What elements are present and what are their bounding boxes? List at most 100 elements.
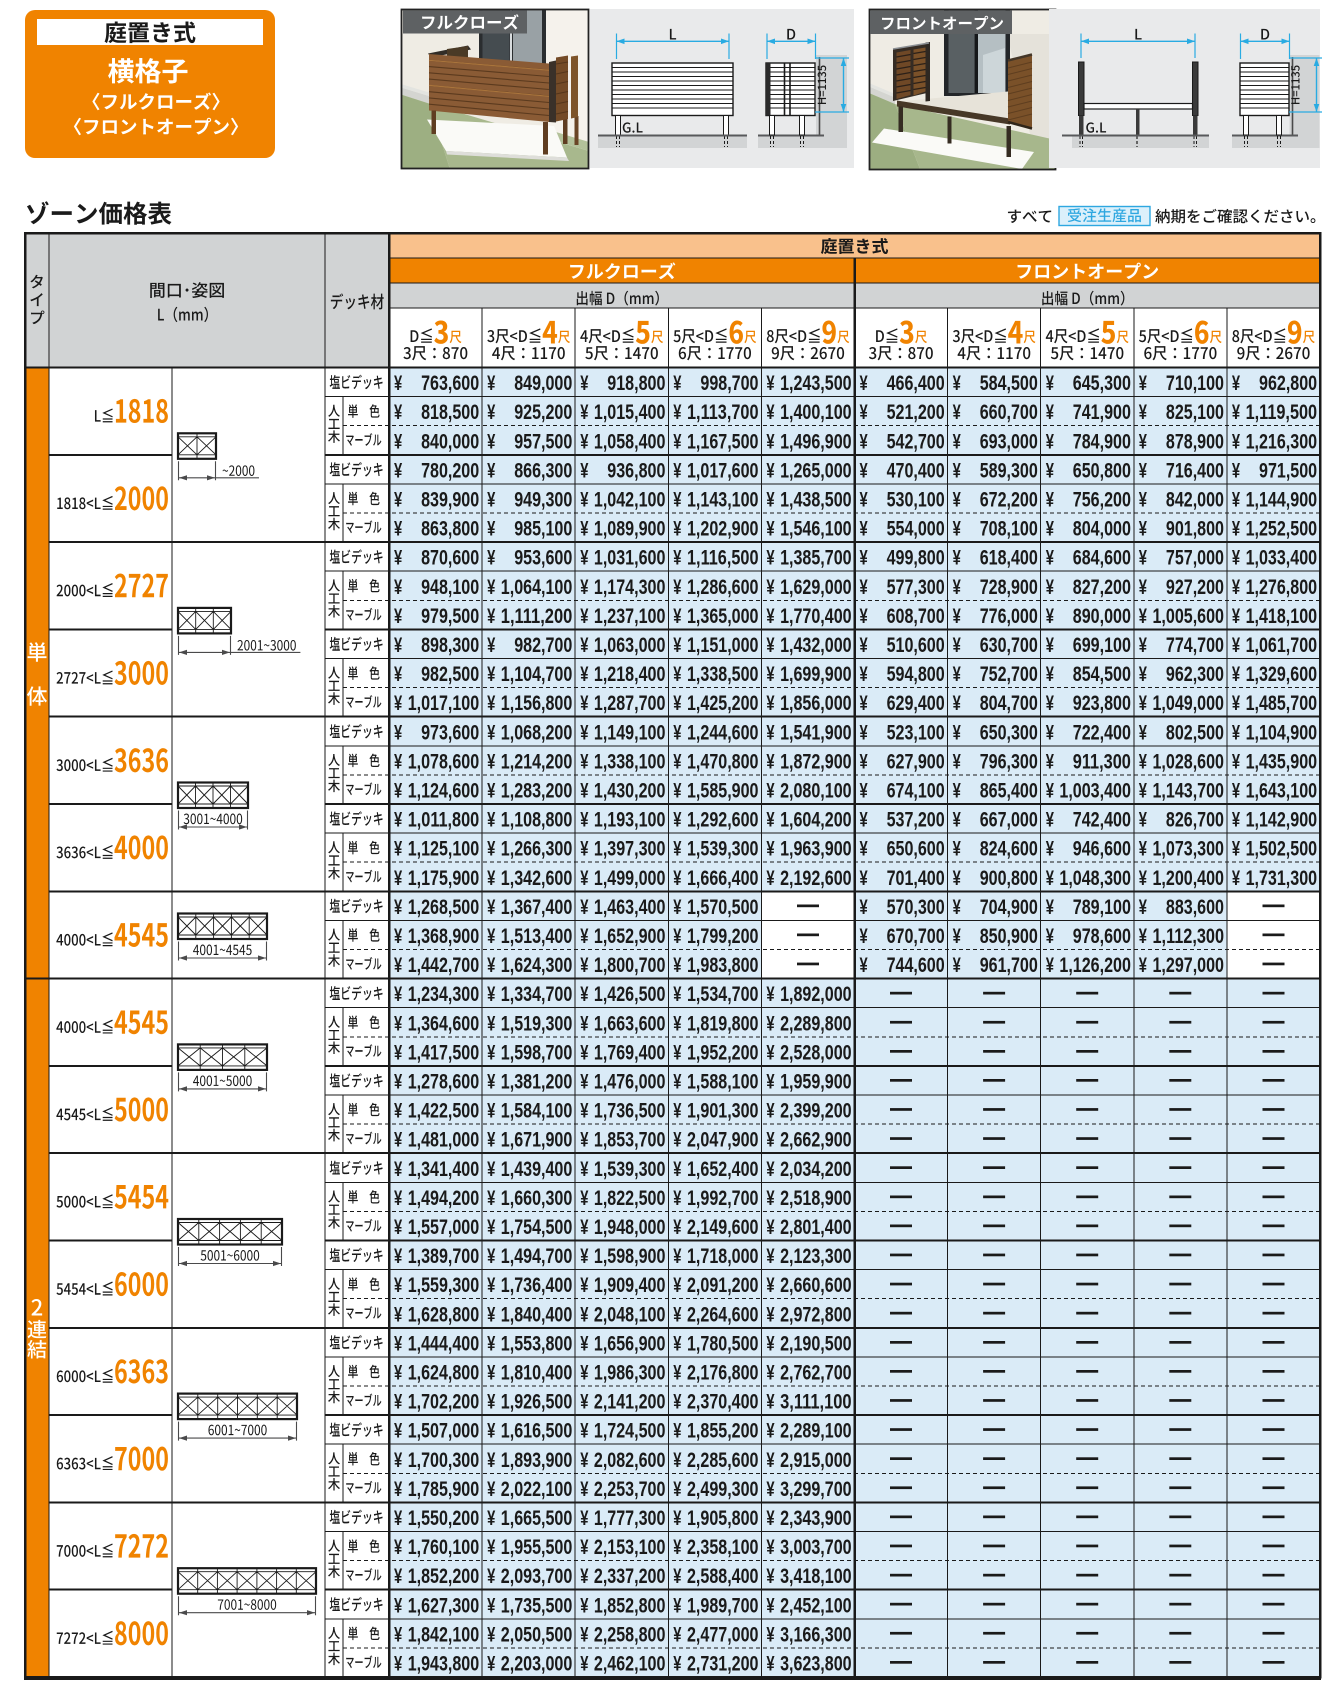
svg-text:¥: ¥ bbox=[766, 1623, 774, 1646]
svg-text:¥: ¥ bbox=[580, 401, 588, 424]
svg-text:¥: ¥ bbox=[673, 518, 681, 541]
svg-text:1,156,800: 1,156,800 bbox=[501, 692, 573, 715]
svg-text:1,660,300: 1,660,300 bbox=[501, 1187, 573, 1210]
svg-text:¥: ¥ bbox=[766, 1653, 774, 1676]
svg-text:¥: ¥ bbox=[1232, 518, 1240, 541]
svg-text:¥: ¥ bbox=[394, 634, 402, 657]
svg-text:1,735,500: 1,735,500 bbox=[501, 1594, 573, 1617]
svg-text:¥: ¥ bbox=[860, 634, 868, 657]
svg-text:¥: ¥ bbox=[766, 1216, 774, 1239]
svg-text:1,519,300: 1,519,300 bbox=[501, 1012, 573, 1035]
svg-text:1,840,400: 1,840,400 bbox=[501, 1303, 573, 1326]
svg-text:¥: ¥ bbox=[860, 867, 868, 890]
svg-text:650,600: 650,600 bbox=[887, 838, 945, 861]
svg-text:1,144,900: 1,144,900 bbox=[1246, 489, 1318, 512]
svg-text:¥: ¥ bbox=[953, 809, 961, 832]
svg-text:¥: ¥ bbox=[580, 1274, 588, 1297]
svg-text:1,476,000: 1,476,000 bbox=[594, 1071, 666, 1094]
svg-text:825,100: 825,100 bbox=[1166, 401, 1224, 424]
svg-text:1,031,600: 1,031,600 bbox=[594, 547, 666, 570]
svg-text:¥: ¥ bbox=[766, 1362, 774, 1385]
svg-text:¥: ¥ bbox=[1046, 518, 1054, 541]
svg-text:1,502,500: 1,502,500 bbox=[1246, 838, 1318, 861]
svg-text:¥: ¥ bbox=[394, 692, 402, 715]
svg-text:1,616,500: 1,616,500 bbox=[501, 1420, 573, 1443]
svg-text:¥: ¥ bbox=[766, 1100, 774, 1123]
svg-text:2,518,900: 2,518,900 bbox=[780, 1187, 852, 1210]
svg-text:1,104,700: 1,104,700 bbox=[501, 663, 573, 686]
svg-text:¥: ¥ bbox=[580, 1071, 588, 1094]
svg-text:¥: ¥ bbox=[673, 1216, 681, 1239]
svg-text:¥: ¥ bbox=[487, 1303, 495, 1326]
svg-text:1,855,200: 1,855,200 bbox=[687, 1420, 759, 1443]
svg-text:1,124,600: 1,124,600 bbox=[408, 780, 480, 803]
svg-text:2,253,700: 2,253,700 bbox=[594, 1478, 666, 1501]
svg-text:¥: ¥ bbox=[580, 896, 588, 919]
svg-text:¥: ¥ bbox=[394, 1158, 402, 1181]
svg-text:¥: ¥ bbox=[1232, 547, 1240, 570]
svg-text:¥: ¥ bbox=[766, 1245, 774, 1268]
svg-text:2,048,100: 2,048,100 bbox=[594, 1303, 666, 1326]
svg-text:840,000: 840,000 bbox=[421, 430, 479, 453]
svg-text:¥: ¥ bbox=[673, 459, 681, 482]
svg-text:¥: ¥ bbox=[953, 401, 961, 424]
svg-text:2,141,200: 2,141,200 bbox=[594, 1391, 666, 1414]
svg-text:¥: ¥ bbox=[766, 1012, 774, 1035]
svg-text:542,700: 542,700 bbox=[887, 430, 945, 453]
svg-text:1,785,900: 1,785,900 bbox=[408, 1478, 480, 1501]
svg-text:¥: ¥ bbox=[394, 1536, 402, 1559]
svg-text:618,400: 618,400 bbox=[980, 547, 1038, 570]
svg-text:849,000: 849,000 bbox=[514, 372, 572, 395]
svg-text:¥: ¥ bbox=[394, 663, 402, 686]
svg-text:¥: ¥ bbox=[1232, 430, 1240, 453]
svg-text:2,801,400: 2,801,400 bbox=[780, 1216, 852, 1239]
svg-text:¥: ¥ bbox=[1139, 401, 1147, 424]
svg-text:¥: ¥ bbox=[394, 1449, 402, 1472]
svg-text:1,822,500: 1,822,500 bbox=[594, 1187, 666, 1210]
svg-text:1,799,200: 1,799,200 bbox=[687, 925, 759, 948]
svg-text:¥: ¥ bbox=[953, 867, 961, 890]
svg-text:1,872,900: 1,872,900 bbox=[780, 750, 852, 773]
svg-text:901,800: 901,800 bbox=[1166, 518, 1224, 541]
svg-text:¥: ¥ bbox=[766, 1041, 774, 1064]
svg-text:¥: ¥ bbox=[1139, 896, 1147, 919]
svg-text:¥: ¥ bbox=[673, 1041, 681, 1064]
svg-text:¥: ¥ bbox=[766, 1187, 774, 1210]
svg-text:1,202,900: 1,202,900 bbox=[687, 518, 759, 541]
svg-text:2,091,200: 2,091,200 bbox=[687, 1274, 759, 1297]
svg-text:1,724,500: 1,724,500 bbox=[594, 1420, 666, 1443]
svg-text:1,909,400: 1,909,400 bbox=[594, 1274, 666, 1297]
svg-text:1,265,000: 1,265,000 bbox=[780, 459, 852, 482]
svg-text:1,777,300: 1,777,300 bbox=[594, 1507, 666, 1530]
svg-text:650,300: 650,300 bbox=[980, 721, 1038, 744]
svg-text:1,042,100: 1,042,100 bbox=[594, 489, 666, 512]
svg-text:¥: ¥ bbox=[580, 605, 588, 628]
svg-text:3,003,700: 3,003,700 bbox=[780, 1536, 852, 1559]
svg-text:¥: ¥ bbox=[860, 547, 868, 570]
svg-text:¥: ¥ bbox=[1046, 605, 1054, 628]
svg-text:589,300: 589,300 bbox=[980, 459, 1038, 482]
svg-text:¥: ¥ bbox=[487, 1245, 495, 1268]
svg-text:2,370,400: 2,370,400 bbox=[687, 1391, 759, 1414]
svg-text:1,905,800: 1,905,800 bbox=[687, 1507, 759, 1530]
svg-text:¥: ¥ bbox=[860, 721, 868, 744]
svg-text:2,149,600: 2,149,600 bbox=[687, 1216, 759, 1239]
svg-text:¥: ¥ bbox=[766, 1158, 774, 1181]
svg-text:672,200: 672,200 bbox=[980, 489, 1038, 512]
svg-text:979,500: 979,500 bbox=[421, 605, 479, 628]
svg-text:918,800: 918,800 bbox=[607, 372, 665, 395]
svg-text:1,553,800: 1,553,800 bbox=[501, 1332, 573, 1355]
svg-text:¥: ¥ bbox=[487, 547, 495, 570]
svg-text:¥: ¥ bbox=[487, 1565, 495, 1588]
svg-text:948,100: 948,100 bbox=[421, 576, 479, 599]
svg-text:470,400: 470,400 bbox=[887, 459, 945, 482]
svg-text:1,718,000: 1,718,000 bbox=[687, 1245, 759, 1268]
svg-text:2,192,600: 2,192,600 bbox=[780, 867, 852, 890]
svg-text:¥: ¥ bbox=[580, 1332, 588, 1355]
svg-text:¥: ¥ bbox=[953, 954, 961, 977]
svg-text:1,499,000: 1,499,000 bbox=[594, 867, 666, 890]
svg-text:¥: ¥ bbox=[487, 1100, 495, 1123]
svg-text:¥: ¥ bbox=[487, 1536, 495, 1559]
svg-text:818,500: 818,500 bbox=[421, 401, 479, 424]
svg-text:¥: ¥ bbox=[1139, 489, 1147, 512]
